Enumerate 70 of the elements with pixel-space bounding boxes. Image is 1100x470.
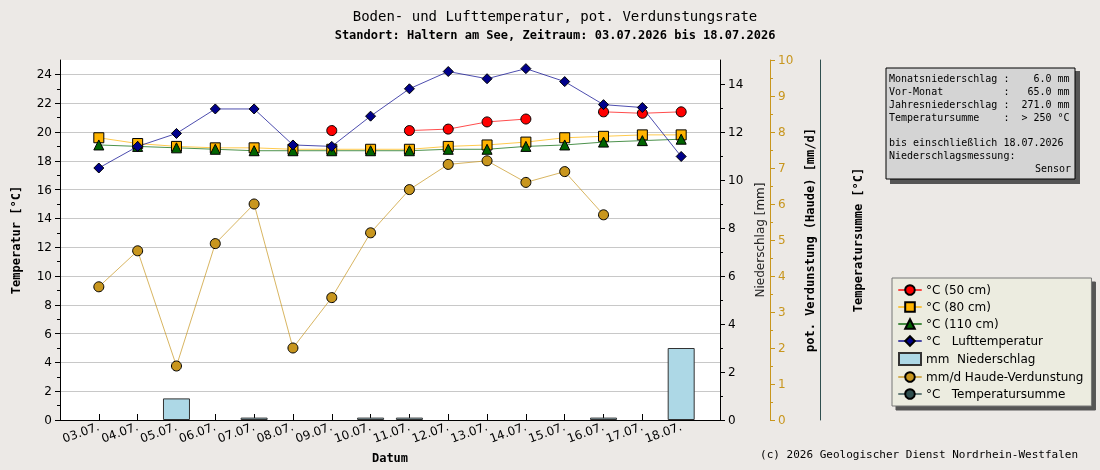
text: Niederschlagsmessung: <box>889 149 1016 161</box>
legend-label: °C (110 cm) <box>926 317 999 331</box>
y3-tick-label: 7 <box>778 161 786 175</box>
legend-label: °C Lufttemperatur <box>926 334 1043 348</box>
y-tick-label: 2 <box>44 384 52 399</box>
y3-tick-label: 0 <box>778 413 786 427</box>
chart-subtitle: Standort: Haltern am See, Zeitraum: 03.07.2026 bis 18.07.2026 <box>334 28 776 42</box>
text: Sensor <box>1034 162 1071 174</box>
x-tick-label: 13.07. <box>448 419 490 446</box>
chart-title: Boden- und Lufttemperatur, pot. Verdunstungsrate <box>352 8 758 24</box>
y3-tick-label: 9 <box>778 89 786 103</box>
x-tick-label: 09.07. <box>293 419 335 446</box>
x-tick-label: 15.07. <box>526 419 568 446</box>
y2-tick-label: 8 <box>728 221 736 235</box>
x-tick-label: 12.07. <box>409 419 451 446</box>
y2-axis-title: Niederschlag [mm] <box>753 182 768 298</box>
text: Monatsniederschlag : 6.0 mm <box>889 72 1070 84</box>
x-tick-label: 08.07. <box>254 419 296 446</box>
legend-label: mm Niederschlag <box>926 352 1036 366</box>
text: bis einschließlich 18.07.2026 <box>889 136 1064 148</box>
y-tick-label: 12 <box>36 240 52 255</box>
y3-tick-label: 5 <box>778 233 786 247</box>
y3-tick-label: 2 <box>778 341 786 355</box>
x-tick-label: 07.07. <box>215 419 257 446</box>
y-tick-label: 10 <box>36 269 52 283</box>
y3-tick-label: 10 <box>778 53 794 67</box>
x-tick-label: 06.07. <box>177 419 218 446</box>
x-tick-label: 18.07. <box>642 419 684 446</box>
y-tick-label: 6 <box>44 326 52 341</box>
y2-tick-label: 10 <box>728 173 744 187</box>
y2-tick-label: 0 <box>728 413 736 427</box>
x-tick-label: 17.07. <box>604 419 645 446</box>
y3-tick-label: 8 <box>778 125 786 139</box>
y2-tick-label: 12 <box>728 125 744 139</box>
text: Vor-Monat : 65.0 mm <box>889 85 1070 97</box>
x-tick-label: 05.07. <box>138 419 179 446</box>
legend-label: °C (80 cm) <box>926 300 991 314</box>
y2-tick-label: 2 <box>728 365 736 379</box>
y-tick-label: 0 <box>44 413 52 427</box>
y3-axis-title: pot. Verdunstung (Haude) [mm/d] <box>803 128 818 352</box>
legend-label: °C Temperatursumme <box>926 387 1066 401</box>
text: Jahresniederschlag : 271.0 mm <box>889 98 1070 110</box>
x-tick-label: 10.07. <box>332 419 373 446</box>
text: (c) 2026 Geologischer Dienst Nordrhein-Westfalen <box>760 448 1079 461</box>
x-tick-label: 04.07. <box>99 419 141 446</box>
x-tick-label: 03.07. <box>60 419 102 446</box>
y-tick-label: 20 <box>36 125 52 139</box>
y3-tick-label: 3 <box>778 305 786 319</box>
x-tick-label: 14.07. <box>487 419 529 446</box>
y-tick-label: 14 <box>36 211 52 226</box>
y-tick-label: 24 <box>36 67 52 82</box>
x-axis-title: Datum <box>371 451 409 465</box>
y3-tick-label: 4 <box>778 269 786 283</box>
x-tick-label: 16.07. <box>565 419 606 446</box>
text: Temperatursumme [°C] <box>851 167 865 313</box>
y2-tick-label: 6 <box>728 269 736 283</box>
x-tick-label: 11.07. <box>371 419 412 446</box>
y2-tick-label: 4 <box>728 317 736 331</box>
y3-tick-label: 6 <box>778 197 786 211</box>
y-tick-label: 18 <box>36 153 52 168</box>
y-tick-label: 16 <box>36 182 52 197</box>
y3-tick-label: 1 <box>778 377 786 391</box>
y-tick-label: 8 <box>44 297 52 312</box>
y-axis-title: Temperatur [°C] <box>9 185 23 295</box>
y2-tick-label: 14 <box>728 77 744 91</box>
text: Temperatursumme : > 250 °C <box>889 111 1070 123</box>
y-tick-label: 22 <box>36 96 52 111</box>
y-tick-label: 4 <box>44 355 52 370</box>
legend-label: °C (50 cm) <box>926 283 991 297</box>
legend-label: mm/d Haude-Verdunstung <box>926 370 1084 384</box>
